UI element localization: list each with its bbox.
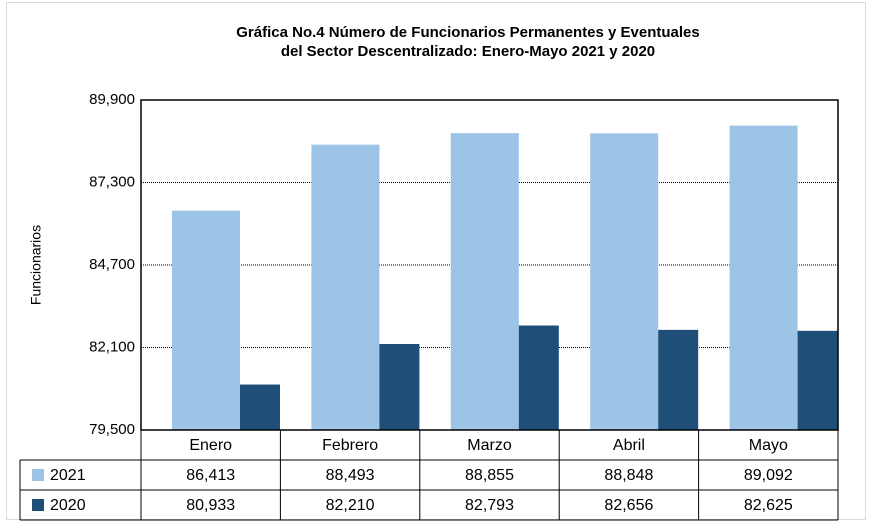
x-tick-label: Marzo (467, 437, 512, 454)
y-axis-label: Funcionarios (28, 225, 44, 305)
data-label: 89,092 (744, 467, 793, 484)
bar (729, 125, 798, 430)
bar (311, 144, 380, 430)
bar (450, 133, 519, 430)
data-label: 82,625 (744, 497, 793, 514)
x-tick-label: Abril (613, 437, 645, 454)
bar (797, 330, 838, 430)
y-tick-label: 79,500 (89, 421, 135, 438)
data-label: 82,210 (326, 497, 375, 514)
legend-label: 2020 (50, 497, 86, 514)
data-label: 86,413 (186, 467, 235, 484)
chart-title: del Sector Descentralizado: Enero-Mayo 2… (281, 43, 655, 60)
legend-swatch (32, 469, 44, 481)
bar (379, 344, 420, 430)
bar (172, 210, 240, 430)
x-tick-label: Enero (189, 437, 232, 454)
bar (658, 329, 699, 430)
data-label: 88,848 (604, 467, 653, 484)
data-label: 82,656 (604, 497, 653, 514)
y-tick-label: 82,100 (89, 338, 135, 355)
data-label: 80,933 (186, 497, 235, 514)
x-tick-label: Febrero (322, 437, 378, 454)
y-tick-label: 89,900 (89, 91, 135, 108)
y-tick-label: 87,300 (89, 173, 135, 190)
y-tick-label: 84,700 (89, 256, 135, 273)
chart-frame (6, 2, 866, 520)
bar (240, 384, 280, 430)
data-label: 88,493 (326, 467, 375, 484)
bar (518, 325, 559, 430)
bar (590, 133, 659, 430)
data-label: 88,855 (465, 467, 514, 484)
legend-label: 2021 (50, 467, 86, 484)
data-label: 82,793 (465, 497, 514, 514)
legend-swatch (32, 499, 44, 511)
x-tick-label: Mayo (749, 437, 788, 454)
chart-title: Gráfica No.4 Número de Funcionarios Perm… (236, 24, 699, 41)
